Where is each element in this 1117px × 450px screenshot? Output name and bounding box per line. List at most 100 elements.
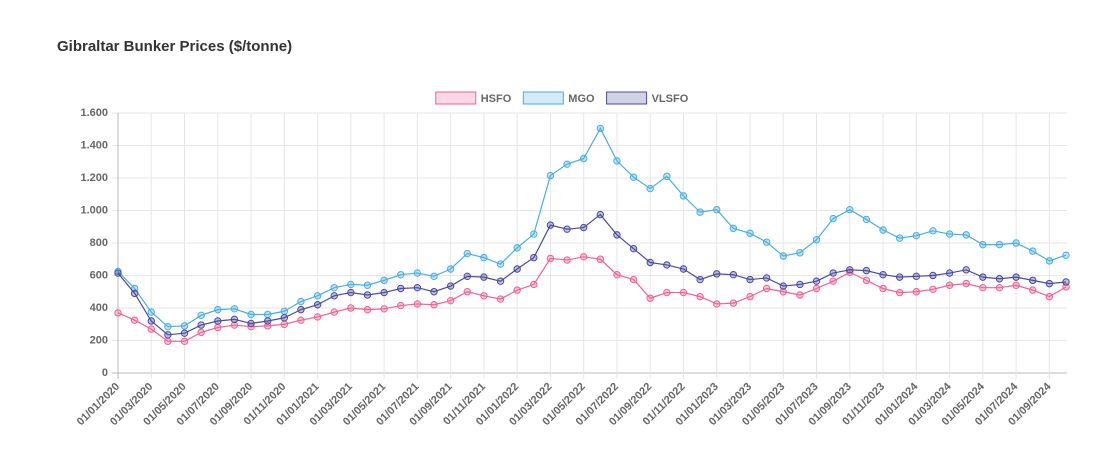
data-point bbox=[762, 284, 771, 293]
data-point bbox=[812, 236, 821, 244]
data-point bbox=[247, 319, 255, 328]
data-point bbox=[197, 311, 205, 320]
data-point bbox=[929, 271, 937, 280]
legend-label: MGO bbox=[568, 93, 595, 105]
data-point bbox=[496, 295, 505, 303]
data-point bbox=[713, 300, 721, 308]
data-point bbox=[596, 255, 605, 263]
data-point bbox=[513, 244, 521, 252]
data-point bbox=[263, 317, 272, 325]
data-point bbox=[496, 277, 505, 285]
data-point bbox=[995, 275, 1004, 283]
data-point bbox=[214, 305, 222, 314]
data-point bbox=[397, 270, 405, 279]
data-point bbox=[829, 269, 837, 277]
data-point bbox=[430, 301, 438, 309]
data-point bbox=[380, 288, 388, 297]
data-point bbox=[164, 322, 172, 331]
data-point bbox=[729, 224, 738, 233]
data-point bbox=[796, 249, 804, 257]
data-point bbox=[313, 292, 322, 300]
data-point bbox=[929, 227, 937, 235]
legend-swatch bbox=[435, 91, 477, 105]
data-point bbox=[812, 284, 821, 293]
data-point bbox=[596, 210, 605, 219]
data-point bbox=[297, 297, 305, 306]
data-point bbox=[380, 276, 388, 285]
data-point bbox=[613, 157, 621, 165]
data-point bbox=[829, 214, 837, 223]
data-point bbox=[1062, 251, 1070, 259]
data-point bbox=[696, 292, 704, 301]
data-point bbox=[962, 231, 970, 239]
data-point bbox=[979, 240, 987, 249]
data-point bbox=[895, 273, 904, 281]
data-point bbox=[846, 266, 854, 274]
data-point bbox=[513, 265, 521, 273]
data-point bbox=[230, 315, 239, 324]
data-point bbox=[363, 305, 372, 314]
data-point bbox=[679, 265, 688, 273]
data-point bbox=[480, 253, 488, 262]
y-tick-label: 200 bbox=[90, 334, 108, 346]
data-point bbox=[1062, 278, 1070, 286]
data-point bbox=[779, 252, 787, 260]
data-point bbox=[696, 275, 704, 284]
data-point bbox=[995, 240, 1004, 249]
data-point bbox=[646, 184, 654, 193]
data-point bbox=[114, 269, 122, 277]
data-point bbox=[247, 310, 255, 319]
y-tick-label: 800 bbox=[90, 237, 108, 249]
data-point bbox=[796, 291, 804, 299]
series-line bbox=[117, 256, 1067, 342]
data-point bbox=[197, 328, 205, 337]
data-point bbox=[879, 226, 887, 234]
data-point bbox=[164, 337, 172, 346]
data-point bbox=[713, 205, 721, 214]
data-point bbox=[629, 275, 638, 284]
data-point bbox=[147, 317, 155, 325]
data-point bbox=[446, 296, 455, 305]
data-point bbox=[629, 173, 638, 181]
data-point bbox=[347, 280, 355, 289]
data-point bbox=[397, 301, 405, 310]
data-point bbox=[463, 288, 471, 296]
data-point bbox=[979, 273, 987, 281]
data-point bbox=[879, 270, 887, 279]
data-point bbox=[613, 270, 621, 279]
data-point bbox=[746, 229, 754, 237]
data-point bbox=[180, 329, 189, 337]
data-point bbox=[879, 284, 887, 293]
data-point bbox=[912, 231, 921, 240]
data-point bbox=[762, 274, 771, 282]
data-point bbox=[962, 266, 970, 274]
data-point bbox=[480, 292, 488, 300]
data-point bbox=[929, 285, 937, 294]
data-point bbox=[530, 253, 538, 262]
data-point bbox=[945, 269, 954, 277]
data-point bbox=[862, 215, 871, 224]
data-point bbox=[945, 281, 954, 289]
data-point bbox=[280, 307, 289, 315]
data-point bbox=[729, 299, 738, 307]
data-point bbox=[663, 288, 671, 297]
data-point bbox=[214, 323, 222, 332]
series-line bbox=[117, 127, 1067, 328]
data-point bbox=[912, 288, 921, 296]
data-point bbox=[629, 244, 638, 253]
data-point bbox=[746, 275, 754, 284]
data-point bbox=[746, 292, 754, 301]
data-point bbox=[446, 265, 455, 273]
series-line bbox=[117, 213, 1067, 336]
data-point bbox=[413, 269, 422, 277]
y-tick-label: 1.200 bbox=[80, 172, 108, 184]
data-point bbox=[347, 304, 355, 312]
data-point bbox=[579, 223, 588, 232]
data-point bbox=[430, 272, 438, 281]
legend-swatch bbox=[522, 91, 564, 105]
data-point bbox=[280, 320, 289, 328]
data-point bbox=[230, 321, 239, 329]
data-point bbox=[330, 292, 338, 300]
data-point bbox=[663, 261, 671, 269]
